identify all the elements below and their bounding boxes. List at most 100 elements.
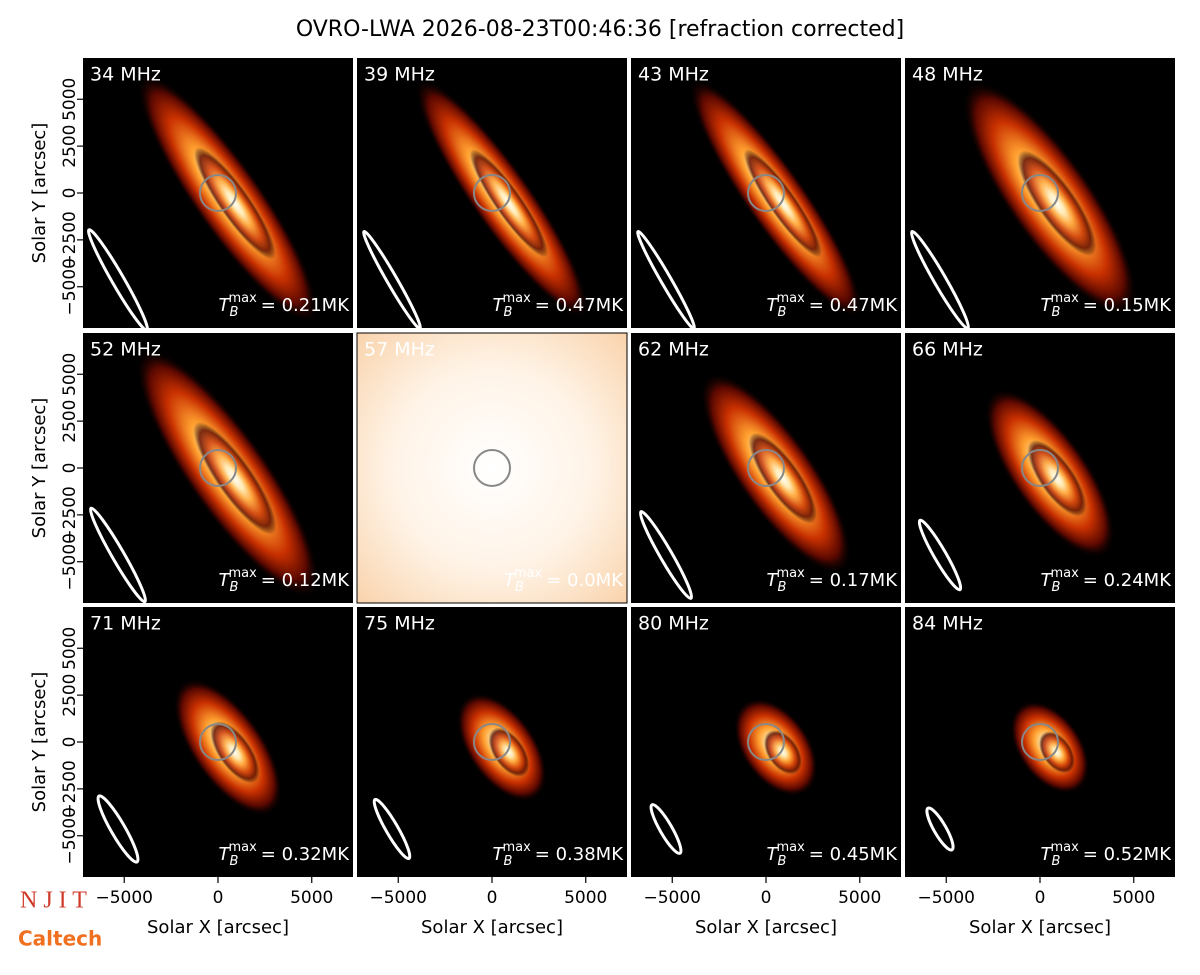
panel xyxy=(357,58,627,328)
tb-base: T xyxy=(1041,570,1054,591)
x-tick-label: 5000 xyxy=(1112,888,1155,908)
annotation: TBmax = 0.24MK xyxy=(1041,566,1173,595)
solar-disk xyxy=(199,723,237,761)
solar-disk xyxy=(747,723,785,761)
x-tick-label: 0 xyxy=(213,888,224,908)
tb-value: = 0.0MK xyxy=(546,570,624,591)
tb-value: = 0.47MK xyxy=(809,295,898,316)
tb-sup: max xyxy=(776,840,805,855)
emission-core xyxy=(1027,440,1087,517)
solar-disk xyxy=(1021,723,1059,761)
x-tick-label: 0 xyxy=(487,888,498,908)
panel xyxy=(83,333,353,603)
panel xyxy=(905,58,1175,328)
tb-value: = 0.52MK xyxy=(1083,844,1172,865)
panel xyxy=(357,607,627,877)
tb-sup: max xyxy=(228,840,257,855)
tb-sub: B xyxy=(778,854,787,869)
emission-core xyxy=(488,727,530,777)
emission-core xyxy=(1039,731,1075,774)
tb-sub: B xyxy=(230,854,239,869)
annotation: TBmax = 0.47MK xyxy=(767,291,899,320)
tb-value: = 0.15MK xyxy=(1083,295,1172,316)
solar-disk xyxy=(199,174,237,212)
beam xyxy=(87,228,149,328)
panel-title: 66 MHz xyxy=(912,339,983,361)
y-tick-label: 0 xyxy=(60,737,80,748)
solar-disk xyxy=(199,449,237,487)
image-bg xyxy=(357,333,627,603)
emission-core xyxy=(748,432,817,524)
tb-sup: max xyxy=(776,291,805,306)
solar-disk xyxy=(473,723,511,761)
tb-value: = 0.45MK xyxy=(809,844,898,865)
emission-core xyxy=(1017,150,1097,256)
beam xyxy=(649,803,683,855)
annotation: TBmax = 0.21MK xyxy=(219,291,351,320)
y-tick-label: −2500 xyxy=(60,211,80,269)
tb-base: T xyxy=(767,570,780,591)
tb-value: = 0.21MK xyxy=(261,295,350,316)
y-tick-label: 0 xyxy=(60,188,80,199)
x-axis-label: Solar X [arcsec] xyxy=(421,917,563,938)
y-tick-label: 2500 xyxy=(60,124,80,167)
tb-base: T xyxy=(767,295,780,316)
solar-disk xyxy=(473,174,511,212)
x-tick-label: −5000 xyxy=(643,888,701,908)
tb-base: T xyxy=(767,844,780,865)
y-tick-label: −5000 xyxy=(60,258,80,316)
beam xyxy=(362,229,422,328)
panel-title: 84 MHz xyxy=(912,613,983,635)
x-tick-label: 5000 xyxy=(838,888,881,908)
tb-sub: B xyxy=(1052,854,1061,869)
tb-value: = 0.32MK xyxy=(261,844,350,865)
tb-value: = 0.38MK xyxy=(535,844,624,865)
panel xyxy=(905,333,1175,603)
emission-core xyxy=(210,721,260,784)
tb-value: = 0.47MK xyxy=(535,295,624,316)
y-tick-label: −2500 xyxy=(60,486,80,544)
tb-base: T xyxy=(493,295,506,316)
beam xyxy=(96,794,140,864)
tb-base: T xyxy=(219,844,232,865)
solar-disk xyxy=(1021,449,1059,487)
tb-sup: max xyxy=(514,566,543,581)
beam xyxy=(638,510,694,600)
x-tick-label: −5000 xyxy=(369,888,427,908)
tb-sup: max xyxy=(1050,291,1079,306)
y-tick-label: −5000 xyxy=(60,533,80,591)
beam xyxy=(910,229,970,328)
y-tick-label: 5000 xyxy=(60,627,80,670)
annotation: TBmax = 0.15MK xyxy=(1041,291,1173,320)
solar-disk xyxy=(747,174,785,212)
x-tick-label: 0 xyxy=(761,888,772,908)
tb-sup: max xyxy=(502,291,531,306)
x-axis-label: Solar X [arcsec] xyxy=(695,917,837,938)
tb-base: T xyxy=(219,295,232,316)
annotation: TBmax = 0.32MK xyxy=(219,840,351,869)
panel xyxy=(631,58,901,328)
logo-caltech: Caltech xyxy=(18,927,102,951)
tb-sub: B xyxy=(230,305,239,320)
annotation: TBmax = 0.12MK xyxy=(219,566,351,595)
tb-sup: max xyxy=(1050,566,1079,581)
tb-sup: max xyxy=(228,291,257,306)
panel xyxy=(631,607,901,877)
x-axis-label: Solar X [arcsec] xyxy=(147,917,289,938)
y-tick-label: 0 xyxy=(60,463,80,474)
tb-base: T xyxy=(493,844,506,865)
beam xyxy=(925,806,955,852)
tb-sup: max xyxy=(776,566,805,581)
panel-title: 71 MHz xyxy=(90,613,161,635)
solar-disk xyxy=(747,449,785,487)
annotation: TBmax = 0.47MK xyxy=(493,291,625,320)
y-tick-label: 5000 xyxy=(60,353,80,396)
panel-title: 62 MHz xyxy=(638,339,709,361)
tb-sub: B xyxy=(504,305,513,320)
tb-sub: B xyxy=(230,580,239,595)
tb-base: T xyxy=(219,570,232,591)
panel-title: 48 MHz xyxy=(912,64,983,86)
panel xyxy=(357,333,627,603)
figure-title: OVRO-LWA 2026-08-23T00:46:36 [refraction… xyxy=(296,17,904,42)
